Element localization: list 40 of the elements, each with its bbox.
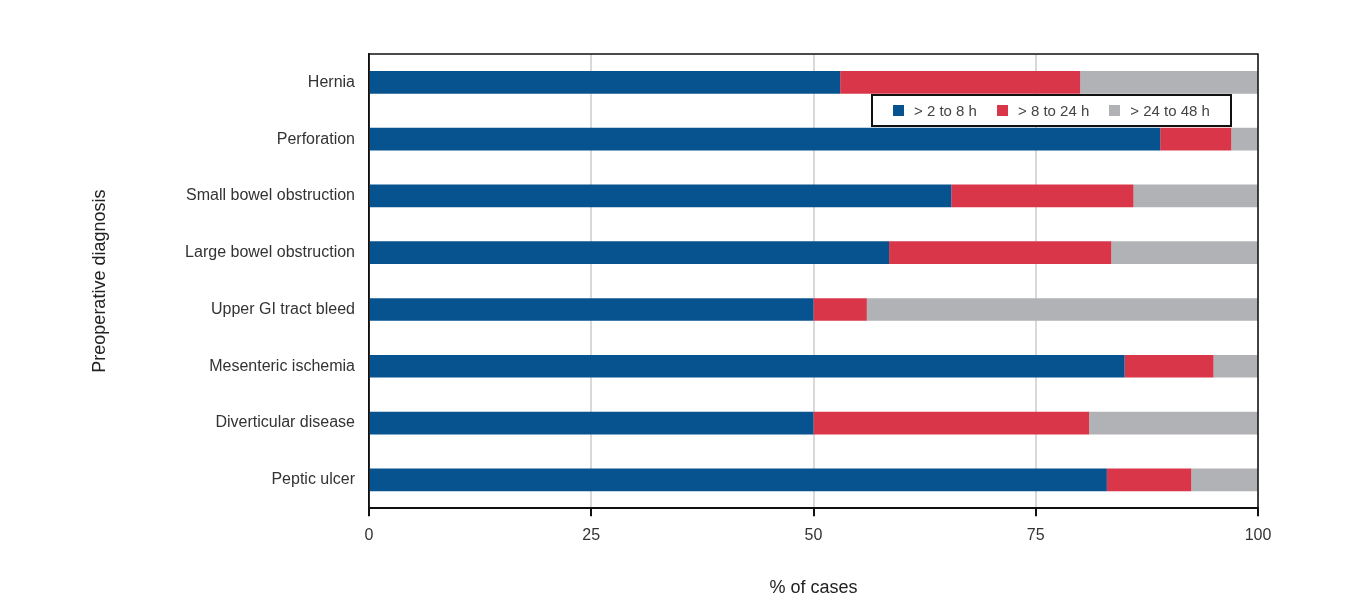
bar [370, 298, 814, 321]
y-tick-label: Small bowel obstruction [186, 186, 355, 204]
bar [1231, 127, 1258, 151]
bar [370, 184, 952, 208]
bar [1111, 241, 1258, 265]
bar [1089, 411, 1258, 435]
bar [1133, 184, 1258, 208]
y-tick-label: Upper GI tract bleed [210, 299, 355, 317]
bar [1191, 468, 1258, 492]
bar [370, 71, 841, 94]
bar [813, 411, 1090, 435]
x-tick-label: 50 [804, 526, 823, 544]
x-tick-label: 100 [1244, 526, 1272, 544]
bar [951, 184, 1134, 208]
bar [889, 241, 1112, 265]
bar [866, 298, 1258, 321]
y-tick-label: Large bowel obstruction [185, 243, 355, 261]
x-tick-label: 25 [582, 526, 601, 544]
bar [1213, 354, 1258, 378]
legend-label: > 24 to 48 h [1130, 102, 1210, 120]
bar [370, 127, 1161, 151]
legend-label: > 8 to 24 h [1017, 102, 1090, 120]
legend-label: > 2 to 8 h [914, 102, 977, 120]
y-tick-label: Diverticular disease [215, 413, 356, 431]
x-tick-label: 0 [364, 526, 374, 544]
bar [370, 468, 1107, 492]
bar [813, 298, 867, 321]
x-axis-title: % of cases [769, 577, 858, 598]
bar [1124, 354, 1214, 378]
bar [370, 241, 890, 265]
bar [370, 411, 814, 435]
y-tick-label: Hernia [307, 72, 356, 90]
y-tick-label: Mesenteric ischemia [209, 356, 356, 374]
y-tick-label: Perforation [276, 129, 355, 147]
x-tick-label: 75 [1026, 526, 1045, 544]
y-axis-title: Preoperative diagnosis [88, 189, 109, 373]
y-tick-label: Peptic ulcer [271, 470, 356, 488]
bar [1106, 468, 1192, 492]
bar [1160, 127, 1232, 151]
bar [370, 354, 1125, 378]
